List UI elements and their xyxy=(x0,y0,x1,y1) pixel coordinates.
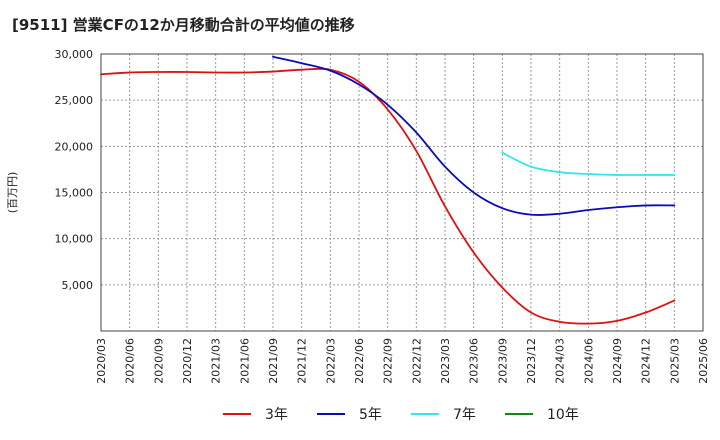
legend-label: 7年 xyxy=(453,407,476,423)
x-tick-label: 2023/06 xyxy=(468,338,481,384)
legend-label: 3年 xyxy=(265,407,288,423)
x-tick-label: 2020/03 xyxy=(95,338,108,384)
plot-frame xyxy=(100,53,704,332)
x-tick-label: 2023/03 xyxy=(439,338,452,384)
legend-label: 10年 xyxy=(547,407,579,423)
series-line-3 xyxy=(501,151,676,176)
x-tick-label: 2021/06 xyxy=(238,338,251,384)
x-tick-label: 2023/12 xyxy=(525,338,538,384)
y-tick-label: 30,000 xyxy=(55,48,94,61)
x-tick-label: 2020/12 xyxy=(181,338,194,384)
y-tick-label: 20,000 xyxy=(55,140,94,153)
x-tick-label: 2024/12 xyxy=(640,338,653,384)
series-line-1 xyxy=(100,67,676,325)
x-tick-label: 2024/06 xyxy=(582,338,595,384)
y-tick-label: 5,000 xyxy=(62,279,94,292)
x-tick-label: 2022/03 xyxy=(324,338,337,384)
x-tick-label: 2020/06 xyxy=(124,338,137,384)
x-tick-label: 2022/06 xyxy=(353,338,366,384)
x-tick-label: 2021/03 xyxy=(210,338,223,384)
x-tick-label: 2025/03 xyxy=(668,338,681,384)
series-line-2 xyxy=(272,55,676,216)
x-tick-label: 2024/09 xyxy=(611,338,624,384)
chart-title: [9511] 営業CFの12か月移動合計の平均値の推移 xyxy=(12,16,355,34)
y-tick-label: 25,000 xyxy=(55,94,94,107)
x-tick-label: 2023/09 xyxy=(496,338,509,384)
x-tick-label: 2021/09 xyxy=(267,338,280,384)
y-axis-label: (百万円) xyxy=(6,172,19,214)
x-tick-label: 2022/12 xyxy=(410,338,423,384)
y-tick-label: 10,000 xyxy=(55,233,94,246)
x-tick-label: 2020/09 xyxy=(152,338,165,384)
x-tick-label: 2024/03 xyxy=(554,338,567,384)
x-tick-label: 2022/09 xyxy=(382,338,395,384)
legend-label: 5年 xyxy=(359,407,382,423)
x-tick-label: 2025/06 xyxy=(697,338,710,384)
x-tick-label: 2021/12 xyxy=(296,338,309,384)
y-tick-label: 15,000 xyxy=(55,187,94,200)
